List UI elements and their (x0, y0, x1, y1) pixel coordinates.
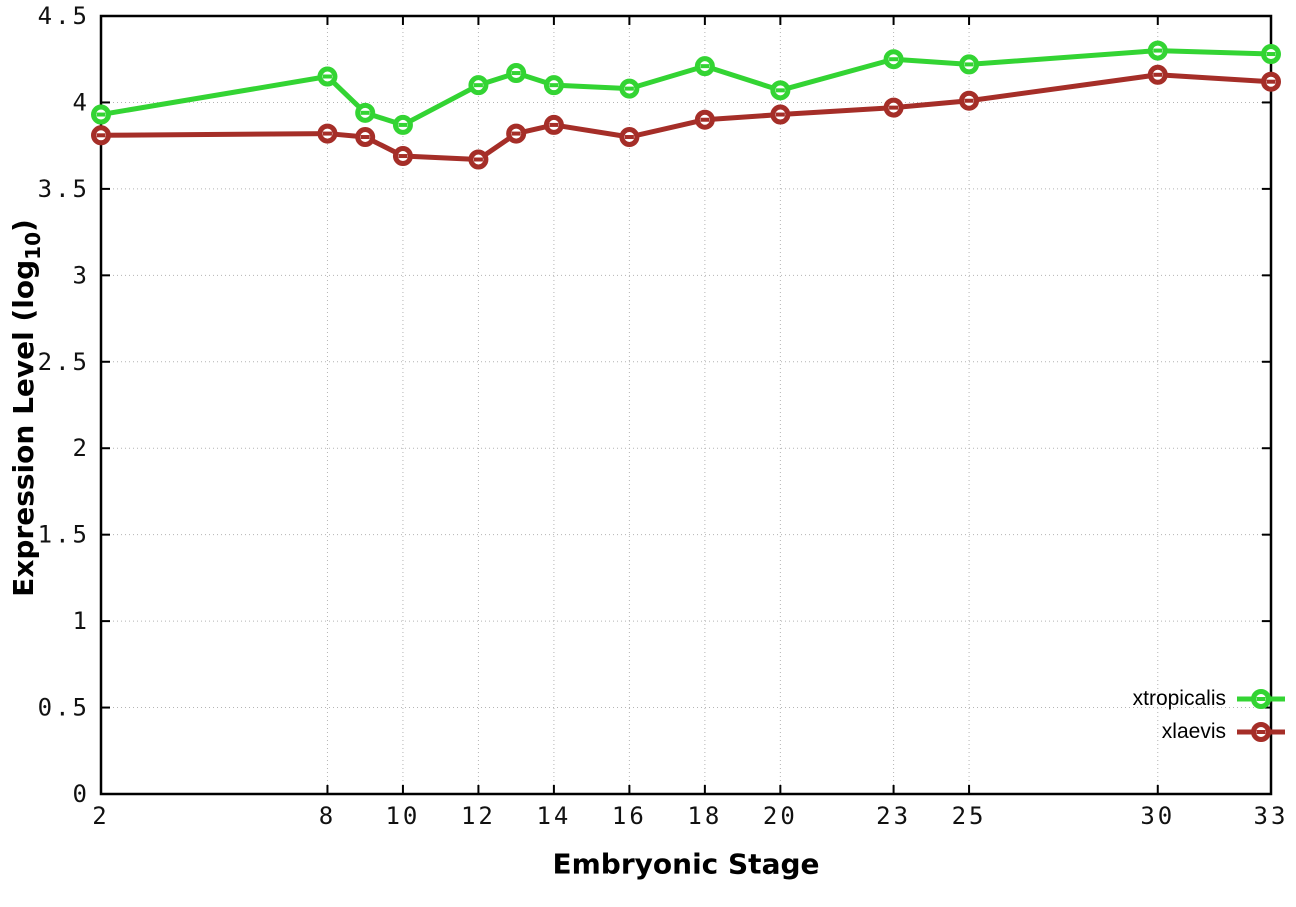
y-tick-label: 4 (73, 88, 90, 116)
legend-label-xtropicalis: xtropicalis (1132, 686, 1226, 710)
x-tick-label: 2 (92, 802, 109, 830)
x-tick-label: 23 (876, 802, 911, 830)
x-tick-label: 18 (687, 802, 722, 830)
plot-border (99, 14, 1273, 796)
y-axis-title-subscript: 10 (20, 231, 45, 260)
y-tick-label: 0 (73, 780, 90, 808)
legend-entry-xlaevis: xlaevis (1133, 717, 1286, 746)
x-tick-label: 33 (1254, 802, 1289, 830)
legend-entry-xtropicalis: xtropicalis (1133, 684, 1286, 713)
y-tick-label: 1.5 (38, 521, 90, 549)
y-tick-label: 1 (73, 607, 90, 635)
y-axis-title-close-paren: ) (7, 219, 41, 232)
y-axis-title: Expression Level (log10) (7, 219, 45, 597)
series-line-xtropicalis (98, 48, 1274, 128)
y-axis-title-text: Expression Level (log (7, 259, 41, 597)
x-tick-label: 20 (763, 802, 798, 830)
x-axis-title: Embryonic Stage (552, 847, 820, 881)
y-tick-label: 3 (73, 261, 90, 289)
y-tick-label: 2.5 (38, 348, 90, 376)
x-tick-label: 10 (385, 802, 420, 830)
y-tick-label: 2 (73, 434, 90, 462)
x-tick-label: 8 (319, 802, 336, 830)
legend: xtropicalis xlaevis (1133, 684, 1286, 746)
x-tick-label: 14 (536, 802, 571, 830)
legend-marker-xlaevis-icon (1237, 721, 1285, 742)
y-tick-label: 4.5 (38, 2, 90, 30)
x-tick-label: 12 (461, 802, 496, 830)
y-tick-label: 0.5 (38, 694, 90, 722)
legend-label-xlaevis: xlaevis (1161, 719, 1226, 743)
x-tick-label: 16 (612, 802, 647, 830)
x-tick-label: 25 (952, 802, 987, 830)
y-tick-label: 3.5 (38, 175, 90, 203)
x-tick-label: 30 (1140, 802, 1175, 830)
legend-marker-xtropicalis-icon (1237, 688, 1285, 709)
